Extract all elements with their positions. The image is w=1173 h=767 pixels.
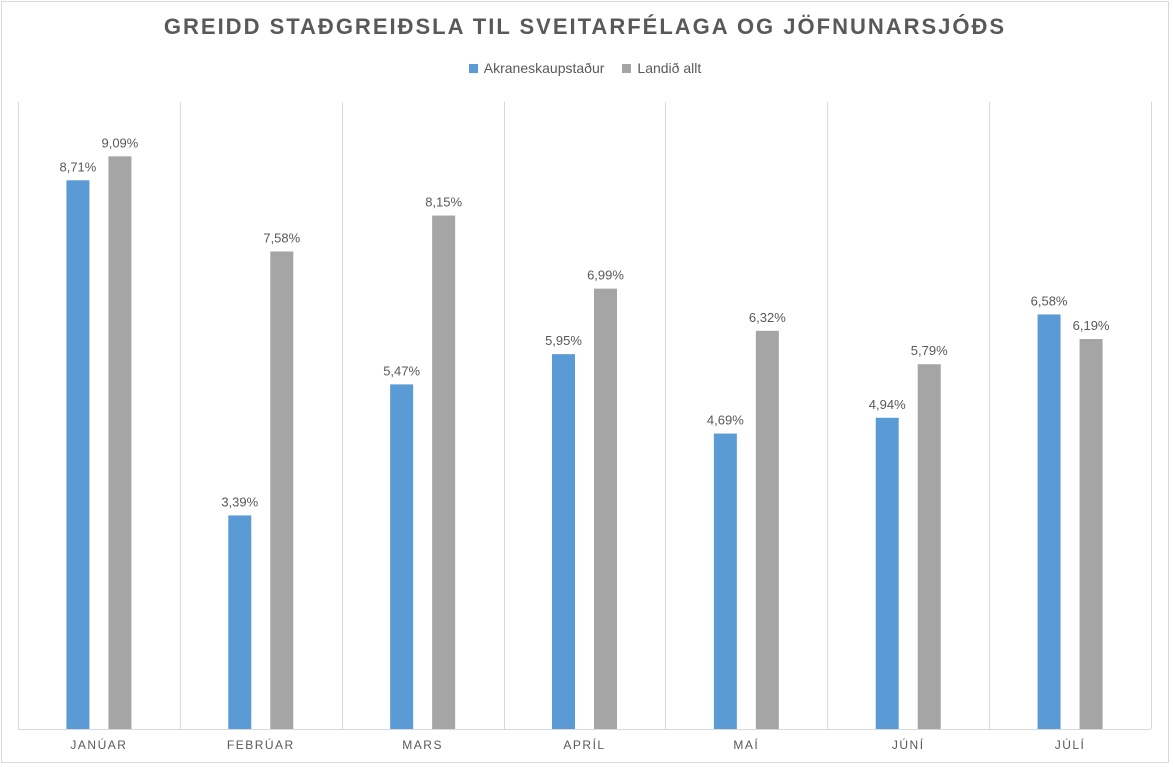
data-label: 6,19% xyxy=(1073,318,1110,333)
x-tick-label: JÚLÍ xyxy=(1055,737,1086,752)
bar xyxy=(1079,339,1103,729)
bar xyxy=(713,433,737,729)
bar xyxy=(270,251,294,729)
bar xyxy=(228,515,252,729)
data-label: 5,47% xyxy=(383,363,420,378)
bar xyxy=(432,215,456,730)
bar xyxy=(755,330,779,729)
legend-label-landid-allt: Landið allt xyxy=(637,60,702,76)
bar xyxy=(917,364,941,729)
bar xyxy=(1037,314,1061,729)
legend-swatch-landid-allt xyxy=(622,63,632,73)
bar xyxy=(875,417,899,729)
data-label: 5,79% xyxy=(911,343,948,358)
x-tick-label: MARS xyxy=(402,738,443,752)
bar xyxy=(594,288,617,729)
legend: Akraneskaupstaður Landið allt xyxy=(0,60,1170,76)
bar xyxy=(390,384,414,729)
x-tick-label: MAÍ xyxy=(733,737,759,752)
data-label: 4,94% xyxy=(869,397,906,412)
legend-label-akraneskaupstadur: Akraneskaupstaður xyxy=(483,60,605,76)
data-label: 3,39% xyxy=(221,494,258,509)
x-tick-label: JANÚAR xyxy=(70,737,127,752)
bar xyxy=(108,156,132,729)
data-label: 8,15% xyxy=(425,195,462,210)
bar xyxy=(552,354,575,729)
x-tick-label: JÚNÍ xyxy=(892,737,925,752)
data-label: 8,71% xyxy=(59,159,96,174)
data-label: 4,69% xyxy=(707,413,744,428)
chart-title: GREIDD STAÐGREIÐSLA TIL SVEITARFÉLAGA OG… xyxy=(163,14,1007,39)
data-label: 6,99% xyxy=(587,268,624,283)
x-tick-label: APRÍL xyxy=(563,737,605,752)
legend-item-landid-allt: Landið allt xyxy=(622,60,701,76)
legend-swatch-akraneskaupstadur xyxy=(468,63,478,73)
data-label: 5,95% xyxy=(545,333,582,348)
data-label: 6,32% xyxy=(749,310,786,325)
data-label: 9,09% xyxy=(101,135,138,150)
legend-item-akraneskaupstadur: Akraneskaupstaður xyxy=(468,60,605,76)
bar xyxy=(66,180,90,729)
x-tick-label: FEBRÚAR xyxy=(227,737,295,752)
data-label: 6,58% xyxy=(1031,293,1068,308)
data-label: 7,58% xyxy=(263,230,300,245)
